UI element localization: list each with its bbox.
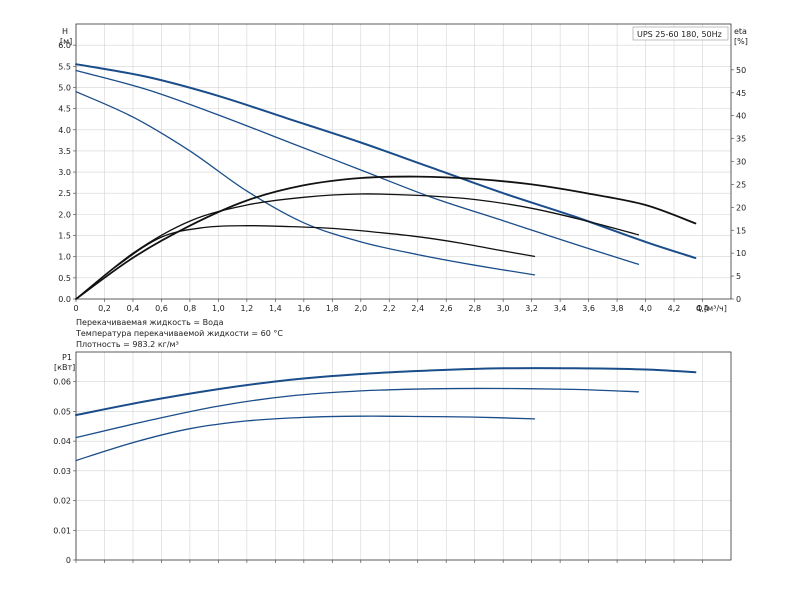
p1-axis-label: P1 <box>62 353 72 362</box>
y2-tick-label: 30 <box>736 158 746 167</box>
x-tick-label: 1,6 <box>297 304 310 313</box>
y-tick-label: 0.0 <box>58 295 71 304</box>
y2-tick-label: 5 <box>736 272 741 281</box>
x-tick-label: 0,6 <box>155 304 168 313</box>
p1-tick-label: 0 <box>66 556 71 565</box>
p1-tick-label: 0.02 <box>53 497 71 506</box>
x-tick-label: 0,2 <box>98 304 111 313</box>
x-tick-label: 3,0 <box>497 304 510 313</box>
y-tick-label: 3.5 <box>58 147 71 156</box>
annotation-density: Плотность = 983.2 кг/м³ <box>76 340 179 349</box>
y2-axis-unit: [%] <box>734 37 748 46</box>
efficiency-curve-4 <box>75 175 697 300</box>
y-tick-label: 5.0 <box>58 83 71 92</box>
y2-tick-label: 0 <box>736 295 741 304</box>
x-axis-label: Q <box>696 304 702 313</box>
y2-tick-label: 10 <box>736 249 746 258</box>
x-tick-label: 1,4 <box>269 304 282 313</box>
y-tick-label: 4.5 <box>58 105 71 114</box>
y-tick-label: 4.0 <box>58 126 71 135</box>
p1-tick-label: 0.03 <box>53 467 71 476</box>
p1-tick-label: 0.06 <box>53 378 71 387</box>
x-tick-label: 2,2 <box>383 304 396 313</box>
top-plot-frame <box>75 23 732 300</box>
bottom-series <box>75 367 697 462</box>
bottom-grid <box>75 352 731 560</box>
y-tick-label: 3.0 <box>58 168 71 177</box>
y2-tick-label: 35 <box>736 135 746 144</box>
title-box <box>632 26 729 41</box>
x-tick-label: 3,2 <box>525 304 538 313</box>
annotation-fluid: Перекачиваемая жидкость = Вода <box>76 318 224 327</box>
y-tick-label: 5.5 <box>58 62 71 71</box>
top-series <box>75 63 697 300</box>
y2-tick-label: 15 <box>736 226 746 235</box>
y-axis-label: H <box>62 27 68 36</box>
bottom-plot-frame <box>75 351 732 561</box>
x-tick-label: 1,0 <box>212 304 225 313</box>
y2-axis-label: eta <box>734 27 747 36</box>
x-tick-label: 3,8 <box>611 304 624 313</box>
y2-tick-label: 20 <box>736 203 746 212</box>
y-tick-label: 6.0 <box>58 41 71 50</box>
power-curve-2 <box>75 387 640 439</box>
power-curve-1 <box>75 367 697 416</box>
x-tick-label: 1,8 <box>326 304 339 313</box>
annotation-temperature: Температура перекачиваемой жидкости = 60… <box>75 329 283 338</box>
p1-tick-label: 0.04 <box>53 437 71 446</box>
x-tick-label: 2,8 <box>468 304 481 313</box>
power-curve-3 <box>75 415 536 462</box>
y-tick-label: 2.0 <box>58 210 71 219</box>
p1-tick-label: 0.05 <box>53 407 71 416</box>
x-tick-label: 3,6 <box>582 304 595 313</box>
x-tick-label: 2,4 <box>411 304 424 313</box>
bottom-ticks: 0 0.01 0.02 0.03 0.04 0.05 0.06 <box>53 378 703 565</box>
top-grid <box>75 24 731 299</box>
y2-tick-label: 40 <box>736 112 746 121</box>
x-tick-label: 2,0 <box>354 304 367 313</box>
x-tick-label: 0,8 <box>184 304 197 313</box>
x-tick-label: 3,4 <box>554 304 567 313</box>
head-curve-2 <box>75 69 640 265</box>
y-tick-label: 1.0 <box>58 253 71 262</box>
y2-tick-label: 50 <box>736 66 746 75</box>
top-ticks: 0 0,2 0,4 0,6 0,8 1,0 1,2 1,4 1,6 1,8 2,0 2,2 2,4 2,6… <box>58 41 746 313</box>
head-curve-1 <box>75 63 697 259</box>
x-axis-unit: [м³/ч] <box>704 304 727 313</box>
x-tick-label: 0,4 <box>127 304 140 313</box>
y-tick-label: 2.5 <box>58 189 71 198</box>
x-tick-label: 1,2 <box>241 304 254 313</box>
x-tick-label: 4,2 <box>668 304 681 313</box>
x-tick-label: 2,6 <box>440 304 453 313</box>
y2-tick-label: 25 <box>736 180 746 189</box>
chart-title: UPS 25-60 180, 50Hz <box>637 30 722 39</box>
y-axis-unit: [м] <box>60 37 72 46</box>
y2-tick-label: 45 <box>736 89 746 98</box>
p1-axis-unit: [кВт] <box>54 363 75 372</box>
x-tick-label: 4,4 <box>696 304 709 313</box>
head-curve-3 <box>75 91 536 276</box>
efficiency-curve-5 <box>75 193 640 300</box>
x-tick-label: 0 <box>73 304 78 313</box>
efficiency-curve-6 <box>75 225 536 300</box>
y-tick-label: 1.5 <box>58 232 71 241</box>
x-tick-label: 4,0 <box>639 304 652 313</box>
p1-tick-label: 0.01 <box>53 526 71 535</box>
y-tick-label: 0.5 <box>58 274 71 283</box>
